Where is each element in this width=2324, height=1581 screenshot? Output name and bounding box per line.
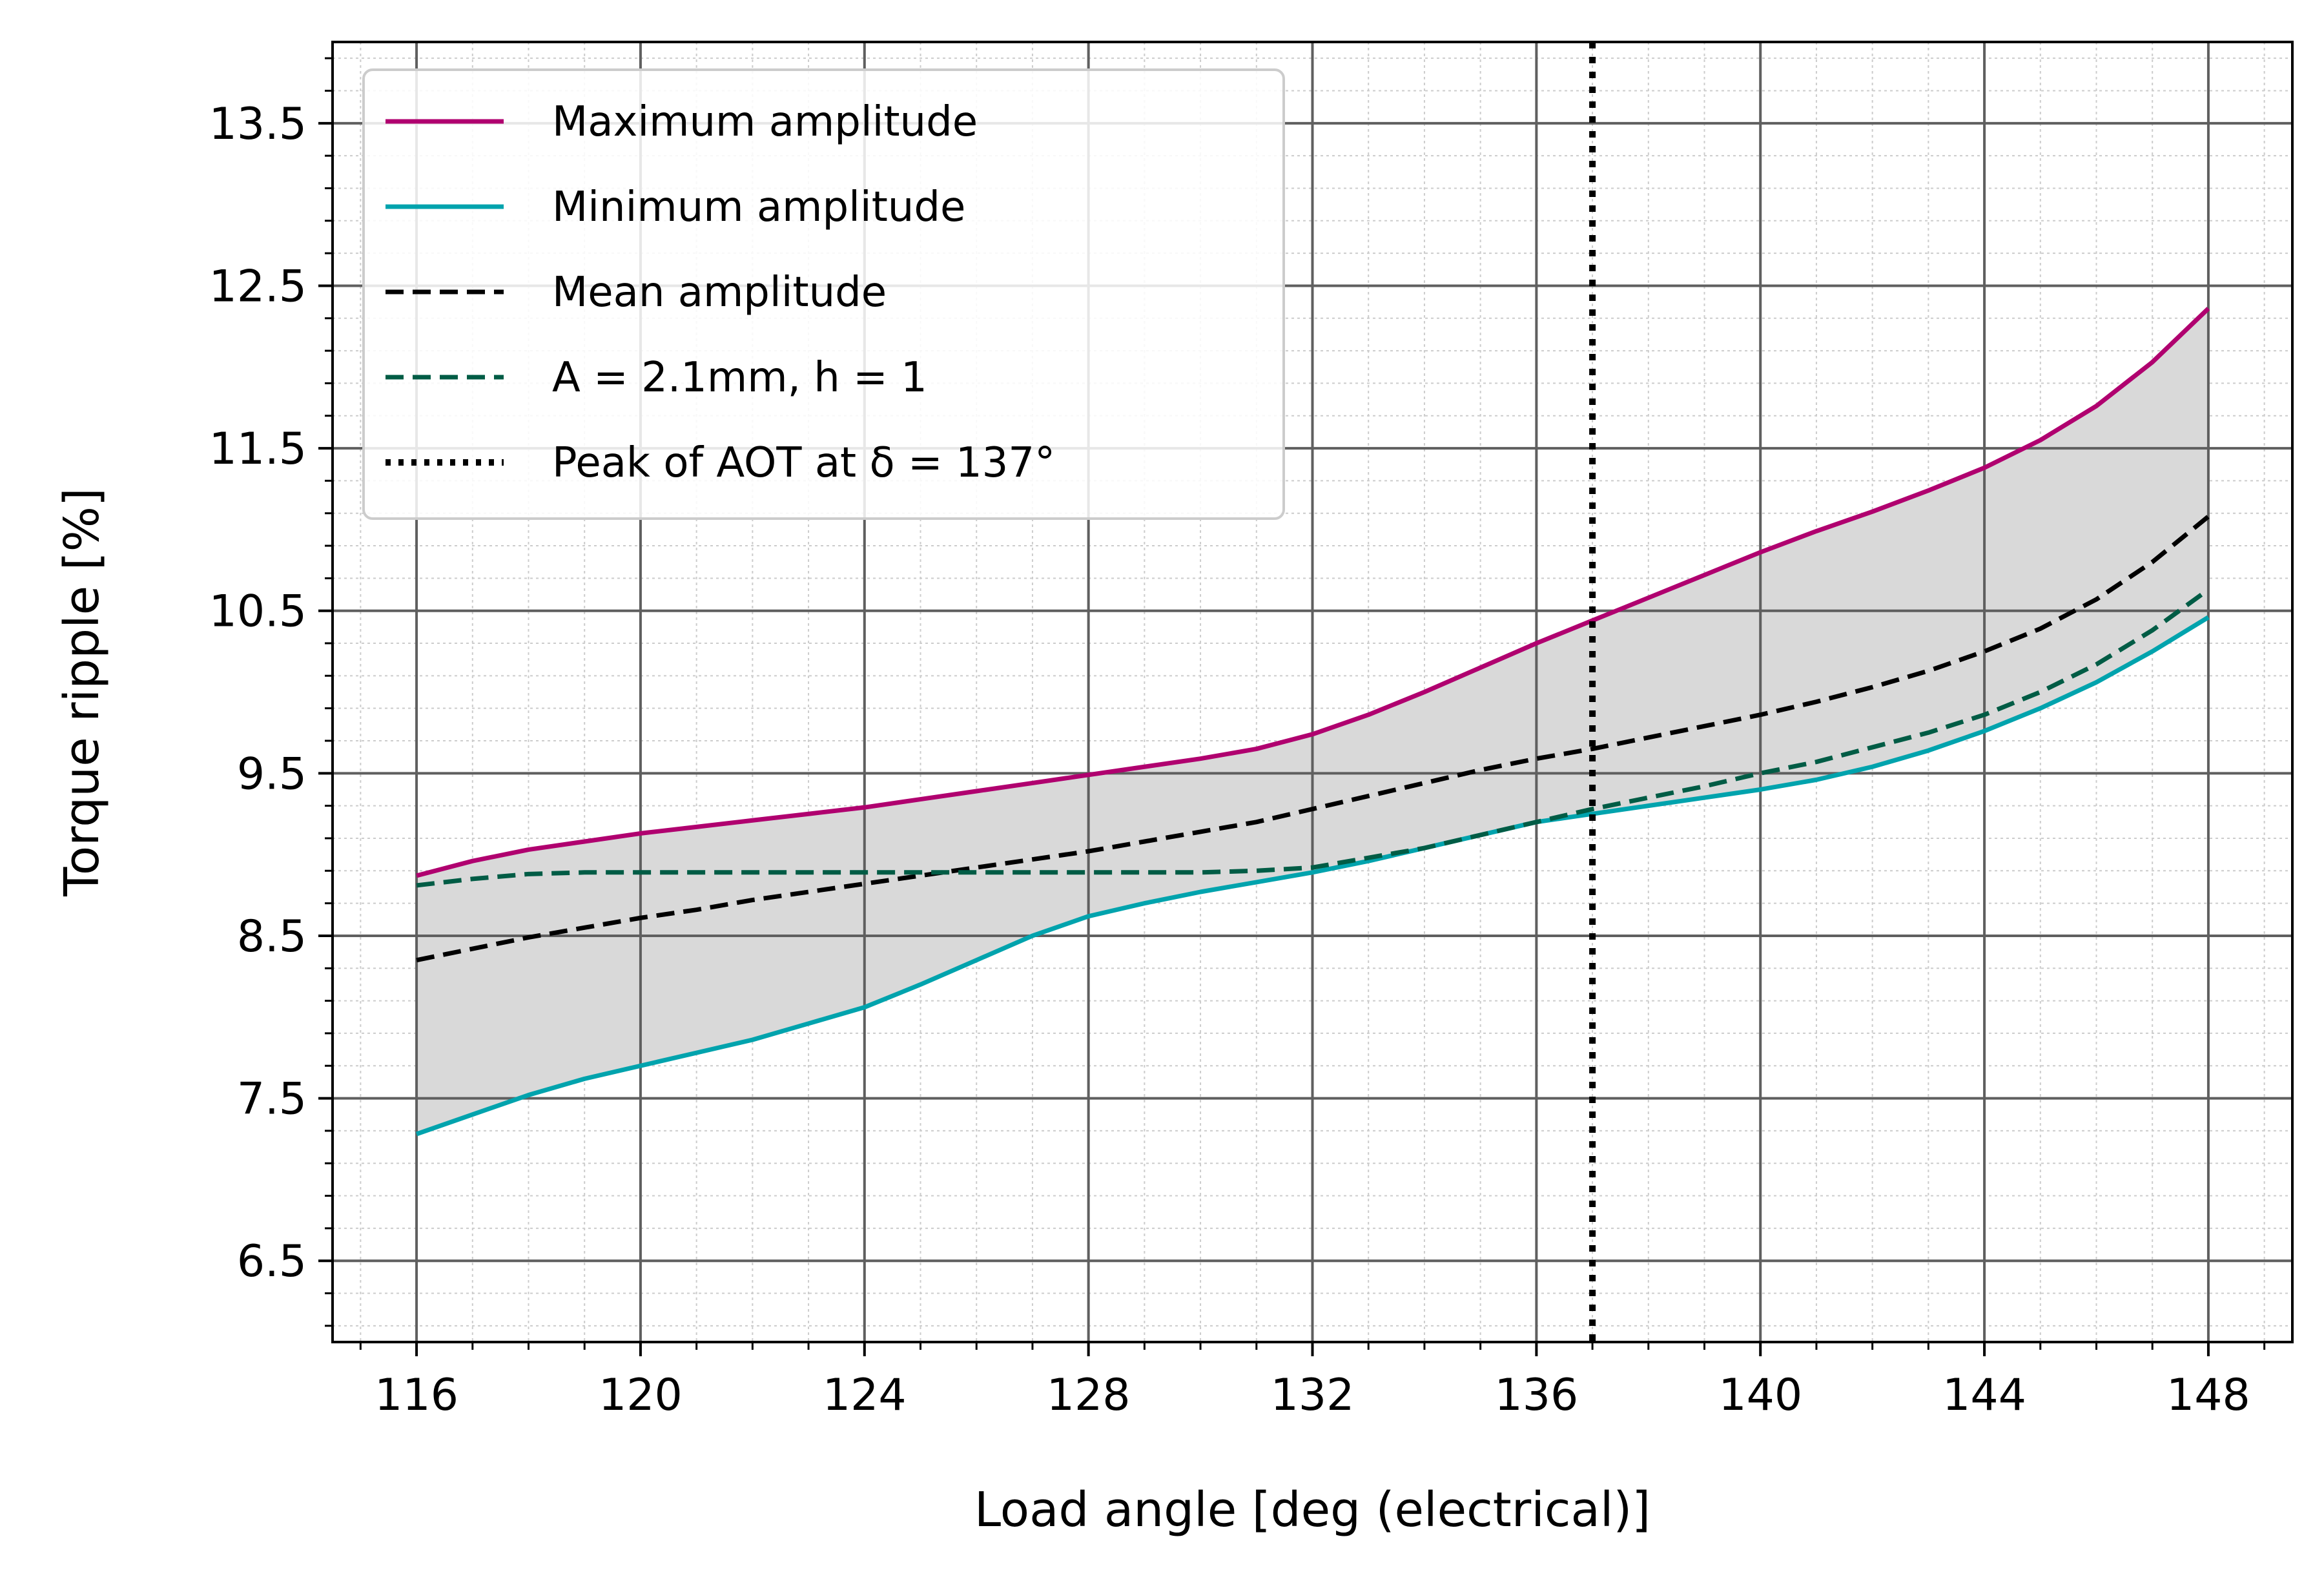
x-tick-label: 136 (1494, 1370, 1578, 1421)
x-tick-label: 128 (1047, 1370, 1131, 1421)
legend-label: Mean amplitude (552, 269, 887, 316)
y-tick-label: 12.5 (209, 261, 307, 312)
x-tick-label: 148 (2166, 1370, 2250, 1421)
y-axis-label: Torque ripple [%] (54, 488, 110, 897)
series-line (416, 515, 2210, 963)
x-tick-label: 144 (1942, 1370, 2026, 1421)
x-tick-label: 140 (1718, 1370, 1802, 1421)
x-tick-label: 132 (1271, 1370, 1355, 1421)
major-grid (333, 42, 2292, 1342)
y-tick-label: 11.5 (209, 424, 307, 475)
legend-label: Maximum amplitude (552, 98, 978, 146)
x-tick-label: 116 (375, 1370, 458, 1421)
y-tick-label: 6.5 (237, 1236, 307, 1287)
y-tick-label: 7.5 (237, 1074, 307, 1125)
legend-box (362, 68, 1285, 520)
series-line (415, 615, 2210, 1137)
y-tick-label: 9.5 (237, 749, 307, 800)
legend: Maximum amplitude Minimum amplitude Mean a… (362, 68, 1285, 520)
series-lines (415, 307, 2210, 1137)
axis-tick-labels: 116 120 124 128 132 136 140 144 148 6.5 7.5 8.5 9.5 1… (209, 99, 2250, 1421)
axis-ticks (318, 57, 2266, 1356)
legend-label: A = 2.1mm, h = 1 (552, 354, 927, 402)
y-tick-label: 10.5 (209, 586, 307, 637)
series-line (416, 588, 2210, 888)
x-tick-label: 124 (823, 1370, 907, 1421)
x-axis-label: Load angle [deg (electrical)] (974, 1482, 1650, 1538)
y-tick-label: 8.5 (237, 911, 307, 962)
legend-label: Minimum amplitude (552, 183, 965, 231)
series-line (416, 307, 2210, 878)
x-tick-label: 120 (599, 1370, 683, 1421)
y-tick-label: 13.5 (209, 99, 307, 150)
legend-label: Peak of AOT at δ = 137° (552, 439, 1055, 487)
